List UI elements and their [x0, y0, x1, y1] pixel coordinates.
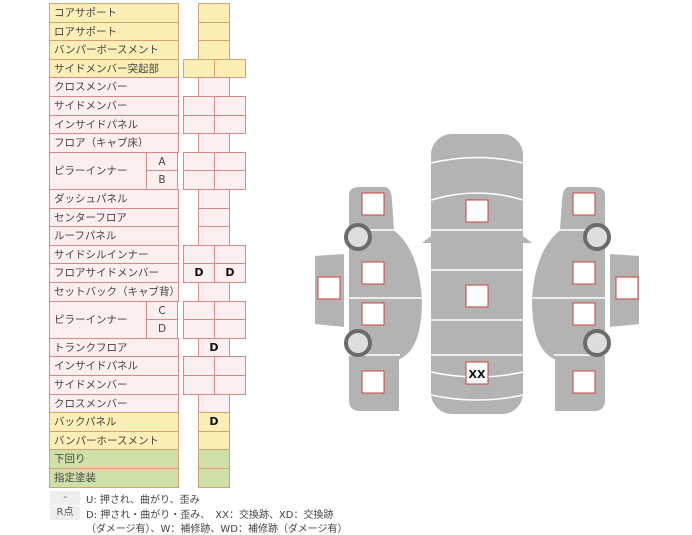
- damage-marker[interactable]: [572, 302, 596, 326]
- row-label: トランクフロア: [49, 337, 179, 358]
- row-label: バックパネル: [49, 412, 179, 432]
- wheel-icon: [583, 223, 611, 251]
- damage-marker[interactable]: [361, 370, 385, 394]
- damage-marker[interactable]: [317, 276, 341, 300]
- row-label: バンパーボースメント: [49, 40, 179, 60]
- damage-marker[interactable]: [615, 276, 639, 300]
- damage-marker[interactable]: [361, 302, 385, 326]
- damage-marker[interactable]: [572, 192, 596, 216]
- row-label: インサイドパネル: [49, 356, 179, 376]
- legend-text-cont: （ダメージ有）、W：補修跡、WD：補修跡（ダメージ有）: [86, 524, 348, 535]
- row-label: バンパーホースメント: [49, 430, 179, 451]
- damage-marker[interactable]: [465, 361, 489, 385]
- legend-key-dash: -: [50, 491, 80, 505]
- row-label: サイドメンバー: [49, 375, 179, 395]
- row-label: サイドメンバー: [49, 96, 179, 116]
- wheel-icon: [344, 329, 372, 357]
- car-left-side: [347, 185, 425, 413]
- result-cell[interactable]: [214, 319, 246, 339]
- row-label: ピラーインナー: [49, 151, 147, 190]
- damage-marker[interactable]: [361, 261, 385, 285]
- damage-marker[interactable]: [572, 370, 596, 394]
- result-cell[interactable]: [214, 170, 246, 190]
- damage-marker[interactable]: [361, 192, 385, 216]
- car-center-body: [429, 132, 525, 416]
- legend-key-r: R点: [50, 506, 80, 520]
- row-label: クロスメンバー: [49, 393, 179, 414]
- marker-label: XX: [469, 368, 486, 381]
- row-label: サイドメンバー突起部: [49, 58, 179, 79]
- result-cell[interactable]: [214, 58, 246, 79]
- damage-marker[interactable]: [572, 261, 596, 285]
- legend-text-u: U: 押され、曲がり、歪み: [86, 495, 200, 506]
- row-sublabel: A: [146, 151, 178, 172]
- wheel-icon: [344, 223, 372, 251]
- damage-marker[interactable]: [465, 284, 489, 308]
- wheel-icon: [583, 329, 611, 357]
- row-label: クロスメンバー: [49, 77, 179, 97]
- row-label: フロア（キャブ床）: [49, 133, 179, 153]
- row-label: インサイドパネル: [49, 114, 179, 135]
- legend-text-d: D: 押され・曲がり・歪み、 XX：交換跡、XD：交換跡: [86, 510, 334, 521]
- row-label: センターフロア: [49, 207, 179, 228]
- damage-marker[interactable]: [465, 199, 489, 223]
- row-label: 指定塗装: [49, 468, 179, 488]
- result-cell[interactable]: [214, 114, 246, 135]
- result-cell[interactable]: [214, 375, 246, 395]
- row-label: サイドシルインナー: [49, 244, 179, 265]
- row-label: フロアサイドメンバー: [49, 263, 179, 283]
- result-cell[interactable]: [198, 468, 230, 488]
- result-cell[interactable]: D: [214, 263, 246, 283]
